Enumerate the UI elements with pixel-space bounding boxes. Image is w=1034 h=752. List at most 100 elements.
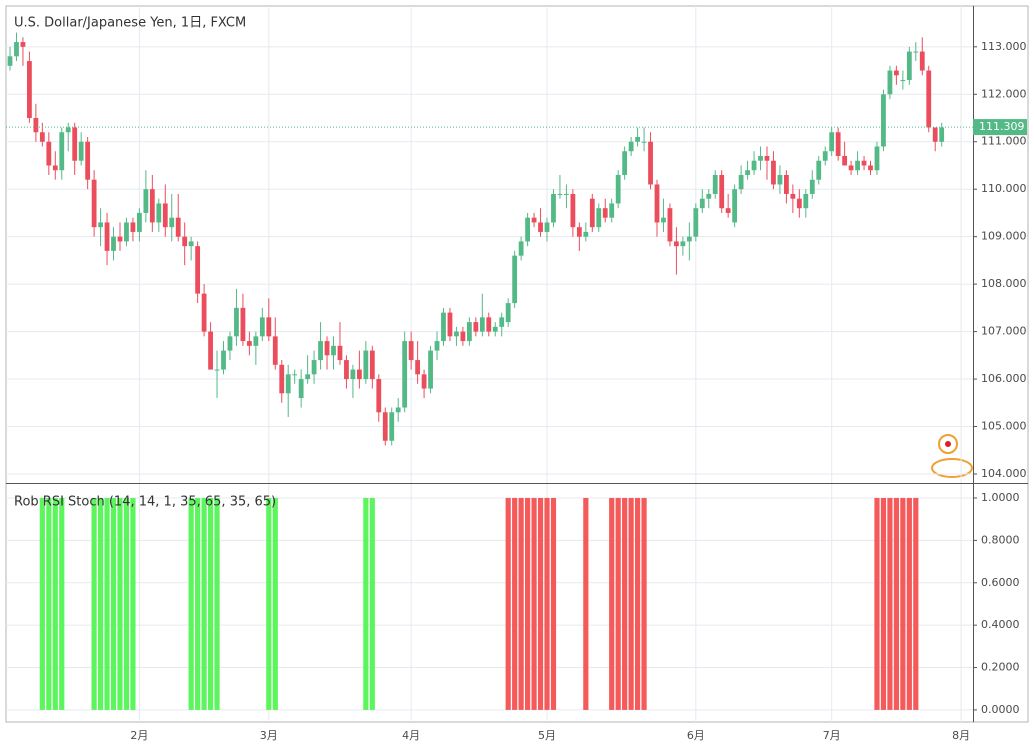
- indicator-bar: [110, 497, 117, 710]
- candle-body: [732, 189, 738, 223]
- candle-body: [266, 317, 272, 337]
- candle-body: [809, 179, 815, 194]
- candle-body: [492, 326, 498, 332]
- candle-body: [65, 127, 71, 133]
- candle-body: [557, 193, 563, 195]
- indicator-bar: [622, 497, 628, 710]
- y-tick-label: 109.000: [981, 230, 1027, 243]
- candle-body: [719, 174, 725, 209]
- candle-body: [531, 217, 537, 223]
- candle-body: [602, 208, 608, 218]
- indicator-bar: [46, 497, 52, 710]
- candle-body: [538, 222, 543, 232]
- x-tick-label: 2月: [130, 729, 148, 742]
- candle-body: [816, 160, 822, 180]
- y-tick-label: 112.000: [981, 87, 1027, 100]
- candle-body: [188, 241, 194, 247]
- candle-body: [628, 141, 634, 152]
- indicator-bar: [104, 497, 110, 710]
- candle-body: [52, 165, 58, 171]
- indicator-bar: [130, 497, 136, 710]
- candle-body: [85, 141, 91, 180]
- candle-body: [479, 317, 485, 332]
- indicator-bar: [913, 497, 919, 710]
- candle-body: [208, 331, 213, 370]
- candle-body: [98, 222, 103, 228]
- y-tick-label: 0.0000: [981, 703, 1020, 716]
- candle-body: [78, 141, 84, 161]
- candle-body: [382, 412, 388, 441]
- y-tick-label: 0.8000: [981, 533, 1020, 546]
- x-tick-label: 7月: [823, 729, 841, 742]
- candle-body: [111, 236, 116, 251]
- candle-body: [848, 165, 854, 171]
- indicator-bar: [609, 497, 615, 710]
- y-tick-label: 106.000: [981, 372, 1027, 385]
- candle-body: [576, 227, 582, 237]
- candle-body: [932, 127, 938, 142]
- y-tick-label: 105.000: [981, 420, 1027, 433]
- indicator-bar: [900, 497, 906, 710]
- candle-body: [7, 56, 13, 66]
- candle-body: [505, 303, 511, 323]
- indicator-bar: [59, 497, 65, 710]
- indicator-bar: [117, 497, 123, 710]
- candle-body: [395, 407, 401, 413]
- indicator-title: Rob RSI Stoch (14, 14, 1, 35, 65, 35, 65…: [14, 495, 276, 510]
- indicator-bar: [893, 497, 899, 710]
- indicator-bar: [518, 497, 524, 710]
- candle-body: [635, 136, 640, 142]
- x-tick-label: 6月: [687, 729, 705, 742]
- candle-body: [803, 193, 809, 209]
- candle-body: [143, 189, 149, 213]
- y-tick-label: 110.000: [981, 182, 1027, 195]
- candle-body: [790, 193, 796, 199]
- candle-body: [104, 222, 110, 251]
- candle-body: [842, 155, 848, 166]
- candle-body: [39, 132, 45, 142]
- candle-body: [460, 331, 466, 342]
- candle-body: [473, 322, 479, 332]
- candle-body: [454, 331, 459, 337]
- candle-body: [706, 193, 712, 199]
- candle-body: [764, 155, 770, 161]
- candle-body: [149, 189, 155, 223]
- candle-body: [195, 246, 201, 294]
- candle-body: [551, 193, 556, 223]
- candle-body: [881, 94, 886, 147]
- candle-body: [279, 364, 285, 394]
- candle-body: [609, 203, 615, 218]
- candle-body: [182, 236, 188, 247]
- candle-body: [745, 170, 750, 175]
- x-tick-label: 4月: [402, 729, 420, 742]
- indicator-bar: [550, 497, 557, 710]
- candle-body: [434, 341, 440, 351]
- chart-title: U.S. Dollar/Japanese Yen, 1日, FXCM: [14, 16, 246, 31]
- candle-body: [861, 160, 867, 166]
- candle-body: [712, 174, 718, 194]
- candle-body: [544, 222, 550, 232]
- symbol-icon: [931, 434, 973, 478]
- last-price-label: 111.309: [979, 120, 1025, 133]
- candle-body: [428, 350, 433, 389]
- candle-body: [130, 222, 136, 232]
- candle-body: [725, 208, 731, 213]
- candle-body: [771, 160, 776, 185]
- candle-body: [615, 174, 621, 204]
- candle-body: [564, 193, 569, 195]
- candle-body: [939, 127, 945, 142]
- candle-body: [583, 231, 589, 237]
- candle-body: [661, 217, 666, 223]
- y-tick-label: 0.4000: [981, 618, 1020, 631]
- candle-body: [699, 198, 705, 209]
- candle-body: [518, 241, 524, 256]
- indicator-bar: [97, 497, 104, 710]
- candle-body: [117, 236, 123, 242]
- candle-body: [350, 369, 356, 380]
- indicator-bar: [214, 497, 220, 710]
- candle-body: [59, 132, 65, 171]
- indicator-bar: [887, 497, 893, 710]
- candle-body: [221, 350, 226, 370]
- candle-body: [259, 317, 265, 337]
- candle-body: [369, 350, 375, 380]
